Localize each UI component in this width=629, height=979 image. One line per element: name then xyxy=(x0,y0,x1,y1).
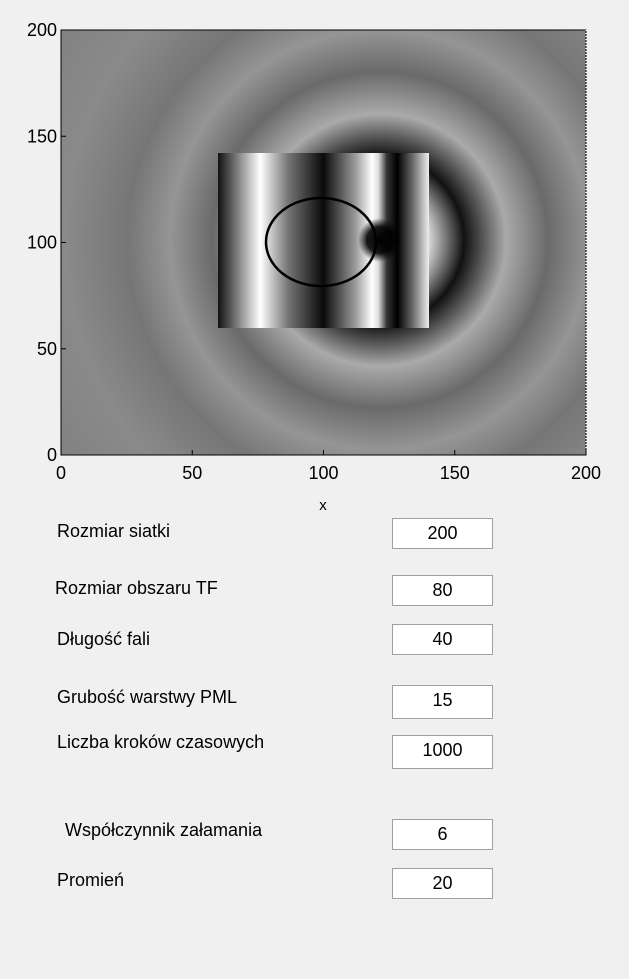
x-axis-label: x xyxy=(319,497,327,514)
x-tick-label: 50 xyxy=(182,463,202,483)
x-tick-label: 200 xyxy=(571,463,601,483)
field-label: Współczynnik załamania xyxy=(65,820,263,840)
field-label: Grubość warstwy PML xyxy=(57,687,238,707)
field-label: Rozmiar obszaru TF xyxy=(55,578,218,598)
text-input[interactable]: 1000 xyxy=(392,735,493,769)
y-tick-label: 100 xyxy=(27,233,57,253)
dark-spot xyxy=(358,218,402,262)
field-label: Liczba kroków czasowych xyxy=(57,732,265,752)
plot: x 0 50 100 150 200 0 50 100 150 200 xyxy=(27,20,601,514)
y-tick-label: 200 xyxy=(27,20,57,40)
text-input[interactable]: 40 xyxy=(392,624,493,655)
x-tick-label: 0 xyxy=(56,463,66,483)
text-input[interactable]: 6 xyxy=(392,819,493,850)
text-input[interactable]: 15 xyxy=(392,685,493,719)
field-label: Rozmiar siatki xyxy=(57,521,171,541)
x-tick-label: 150 xyxy=(440,463,470,483)
text-input[interactable]: 200 xyxy=(392,518,493,549)
y-tick-label: 0 xyxy=(47,445,57,465)
x-tick-label: 100 xyxy=(308,463,338,483)
text-input[interactable]: 80 xyxy=(392,575,493,606)
y-tick-label: 150 xyxy=(27,126,57,146)
field-label: Długość fali xyxy=(57,629,151,649)
text-input[interactable]: 20 xyxy=(392,868,493,899)
scatterer-outline xyxy=(264,196,378,288)
field-label: Promień xyxy=(57,870,125,890)
y-tick-label: 50 xyxy=(37,339,57,359)
